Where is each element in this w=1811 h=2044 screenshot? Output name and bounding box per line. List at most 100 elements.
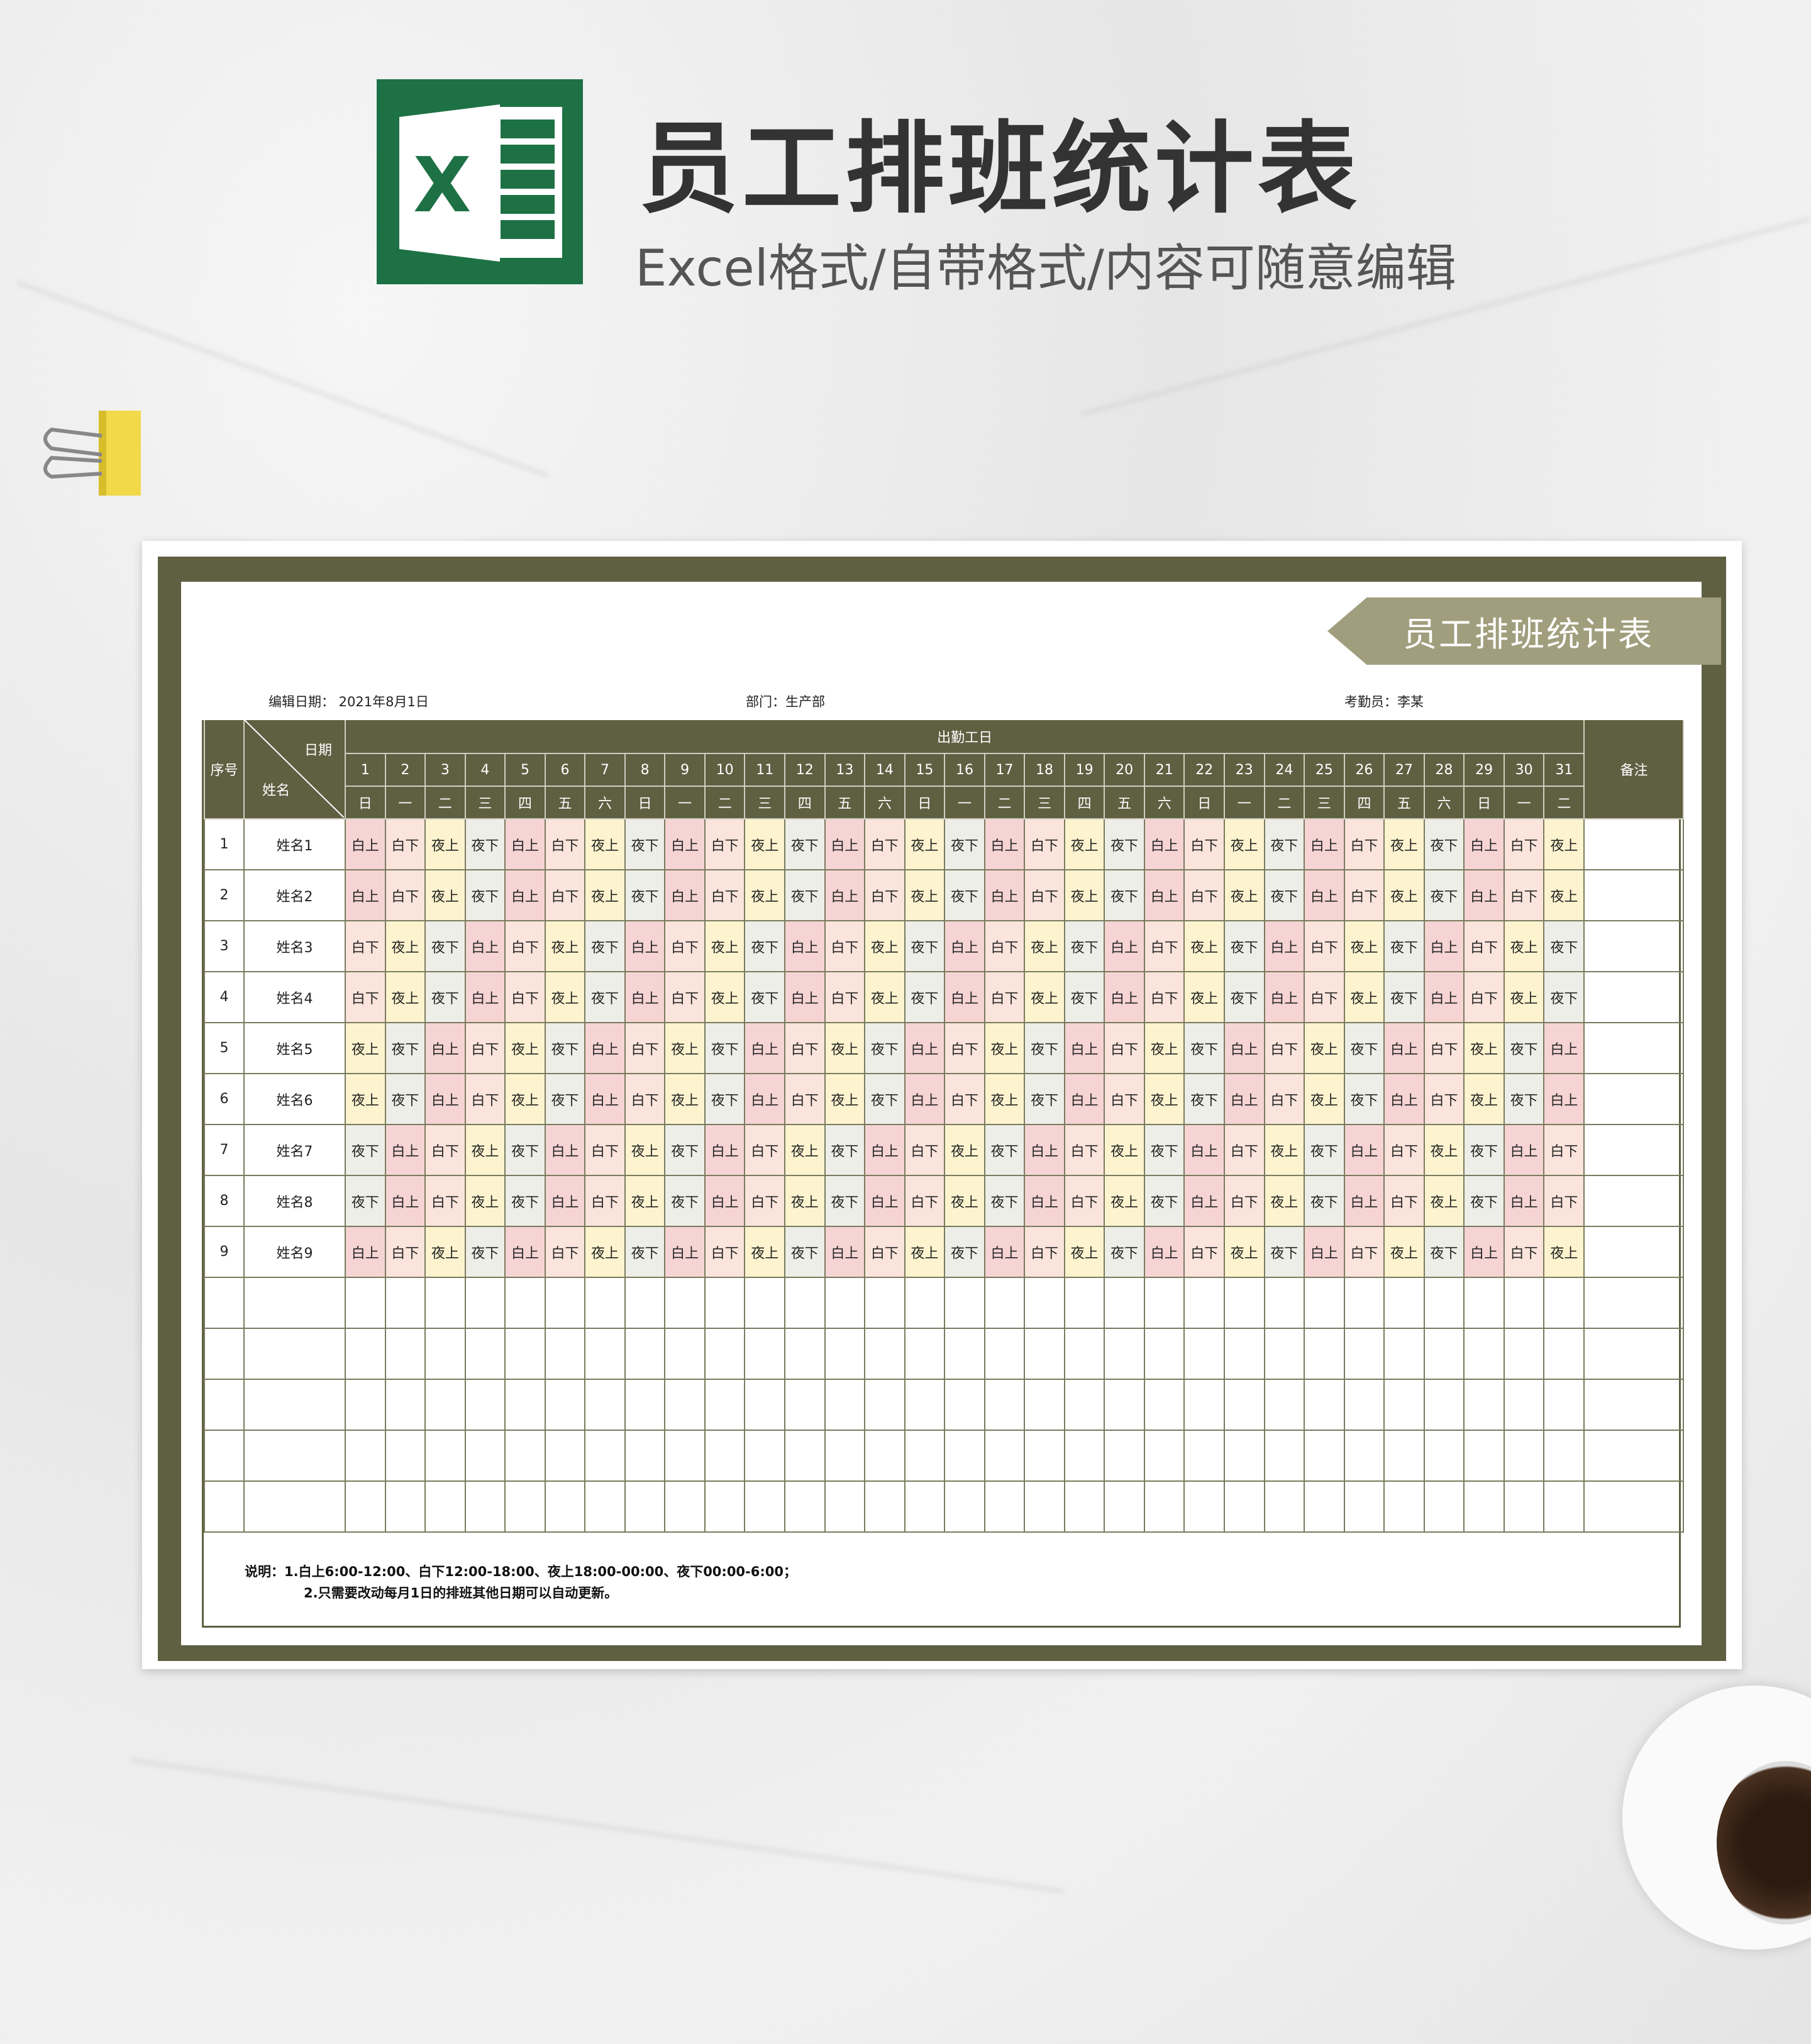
shift-cell[interactable]	[824, 1379, 866, 1431]
seq-cell[interactable]: 9	[204, 1226, 245, 1278]
shift-cell[interactable]: 白下	[1143, 920, 1185, 972]
name-cell[interactable]: 姓名1	[243, 818, 346, 870]
shift-cell[interactable]: 白上	[1463, 818, 1505, 870]
shift-cell[interactable]: 夜上	[1224, 1226, 1265, 1278]
seq-cell[interactable]	[204, 1277, 245, 1329]
shift-cell[interactable]	[384, 1379, 426, 1431]
shift-cell[interactable]	[824, 1328, 866, 1380]
shift-cell[interactable]: 白下	[1024, 818, 1065, 870]
shift-cell[interactable]	[624, 1430, 666, 1482]
shift-cell[interactable]: 白下	[1543, 1175, 1585, 1227]
shift-cell[interactable]: 夜上	[744, 1226, 786, 1278]
shift-cell[interactable]: 夜上	[584, 818, 626, 870]
shift-cell[interactable]	[1104, 1277, 1145, 1329]
shift-cell[interactable]: 夜上	[944, 1124, 985, 1176]
shift-cell[interactable]: 白上	[1143, 1226, 1185, 1278]
shift-cell[interactable]: 夜下	[944, 1226, 985, 1278]
shift-cell[interactable]	[504, 1277, 546, 1329]
shift-cell[interactable]: 白上	[544, 1124, 586, 1176]
shift-cell[interactable]: 夜上	[1423, 1175, 1465, 1227]
shift-cell[interactable]: 夜下	[744, 920, 786, 972]
shift-cell[interactable]	[824, 1430, 866, 1482]
shift-cell[interactable]: 夜下	[664, 1124, 706, 1176]
shift-cell[interactable]: 白上	[1263, 920, 1305, 972]
seq-cell[interactable]	[204, 1480, 245, 1533]
shift-cell[interactable]	[904, 1430, 946, 1482]
shift-cell[interactable]: 白上	[1343, 1124, 1385, 1176]
shift-cell[interactable]	[1383, 1277, 1425, 1329]
shift-cell[interactable]: 白下	[704, 869, 746, 921]
remark-cell[interactable]	[1583, 1175, 1685, 1227]
shift-cell[interactable]: 夜上	[1343, 920, 1385, 972]
shift-cell[interactable]: 夜下	[983, 1124, 1026, 1176]
shift-cell[interactable]: 白下	[1423, 1022, 1465, 1074]
shift-cell[interactable]	[1263, 1379, 1305, 1431]
shift-cell[interactable]: 白上	[424, 1022, 466, 1074]
shift-cell[interactable]: 白下	[504, 971, 546, 1023]
shift-cell[interactable]: 白下	[1304, 920, 1345, 972]
shift-cell[interactable]	[424, 1328, 466, 1380]
shift-cell[interactable]	[944, 1480, 985, 1533]
shift-cell[interactable]	[1343, 1430, 1385, 1482]
shift-cell[interactable]	[824, 1277, 866, 1329]
shift-cell[interactable]: 白上	[584, 1022, 626, 1074]
shift-cell[interactable]: 夜上	[1024, 920, 1065, 972]
shift-cell[interactable]	[544, 1430, 586, 1482]
shift-cell[interactable]: 夜下	[1463, 1175, 1505, 1227]
shift-cell[interactable]: 夜下	[1304, 1175, 1345, 1227]
shift-cell[interactable]: 白下	[624, 1073, 666, 1125]
shift-cell[interactable]: 夜下	[624, 818, 666, 870]
shift-cell[interactable]: 白上	[584, 1073, 626, 1125]
shift-cell[interactable]: 白下	[1343, 869, 1385, 921]
shift-cell[interactable]: 夜下	[864, 1022, 906, 1074]
shift-cell[interactable]: 夜下	[704, 1073, 746, 1125]
shift-cell[interactable]	[1263, 1430, 1305, 1482]
shift-cell[interactable]	[704, 1277, 746, 1329]
remark-cell[interactable]	[1583, 1480, 1685, 1533]
shift-cell[interactable]: 夜下	[1024, 1073, 1065, 1125]
shift-cell[interactable]	[1543, 1430, 1585, 1482]
name-cell[interactable]	[243, 1480, 346, 1533]
shift-cell[interactable]: 白上	[904, 1022, 946, 1074]
shift-cell[interactable]: 夜上	[1183, 920, 1226, 972]
shift-cell[interactable]: 白上	[1104, 971, 1145, 1023]
shift-cell[interactable]	[944, 1430, 985, 1482]
shift-cell[interactable]: 白上	[704, 1175, 746, 1227]
shift-cell[interactable]: 夜上	[504, 1073, 546, 1125]
shift-cell[interactable]: 夜下	[1263, 818, 1305, 870]
shift-cell[interactable]	[824, 1480, 866, 1533]
shift-cell[interactable]: 夜上	[1263, 1124, 1305, 1176]
shift-cell[interactable]: 白下	[704, 818, 746, 870]
remark-cell[interactable]	[1583, 1022, 1685, 1074]
shift-cell[interactable]	[983, 1430, 1026, 1482]
shift-cell[interactable]: 白上	[1104, 920, 1145, 972]
shift-cell[interactable]	[944, 1379, 985, 1431]
shift-cell[interactable]: 夜上	[664, 1073, 706, 1125]
shift-cell[interactable]: 白上	[824, 1226, 866, 1278]
shift-cell[interactable]: 夜上	[1063, 1226, 1105, 1278]
shift-cell[interactable]	[704, 1379, 746, 1431]
shift-cell[interactable]	[983, 1480, 1026, 1533]
shift-cell[interactable]: 白上	[744, 1022, 786, 1074]
shift-cell[interactable]: 夜上	[1143, 1022, 1185, 1074]
shift-cell[interactable]: 白上	[1543, 1022, 1585, 1074]
shift-cell[interactable]: 白上	[464, 920, 506, 972]
shift-cell[interactable]	[384, 1277, 426, 1329]
shift-cell[interactable]	[1183, 1277, 1226, 1329]
shift-cell[interactable]: 夜上	[624, 1124, 666, 1176]
shift-cell[interactable]: 白上	[864, 1124, 906, 1176]
shift-cell[interactable]: 白上	[1463, 1226, 1505, 1278]
shift-cell[interactable]: 白下	[1383, 1124, 1425, 1176]
shift-cell[interactable]: 夜下	[464, 869, 506, 921]
shift-cell[interactable]: 夜下	[384, 1073, 426, 1125]
shift-cell[interactable]: 白下	[664, 971, 706, 1023]
seq-cell[interactable]: 3	[204, 920, 245, 972]
shift-cell[interactable]: 夜上	[1343, 971, 1385, 1023]
shift-cell[interactable]	[1543, 1277, 1585, 1329]
name-cell[interactable]: 姓名3	[243, 920, 346, 972]
shift-cell[interactable]	[1423, 1480, 1465, 1533]
shift-cell[interactable]: 白上	[1143, 869, 1185, 921]
remark-cell[interactable]	[1583, 920, 1685, 972]
shift-cell[interactable]: 白下	[744, 1124, 786, 1176]
shift-cell[interactable]: 白下	[1343, 1226, 1385, 1278]
